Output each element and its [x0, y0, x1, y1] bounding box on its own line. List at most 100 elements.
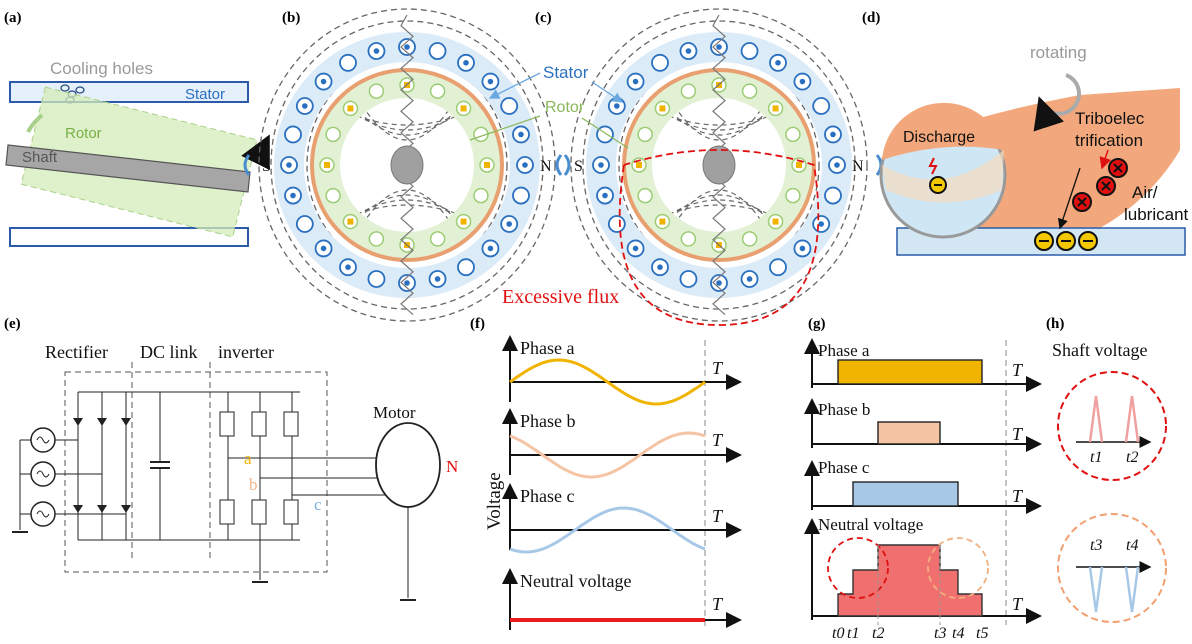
triboelectrification-label-1: Triboelec [1075, 109, 1145, 128]
phase-a-wave [509, 358, 706, 406]
stator-conductor [367, 270, 386, 288]
stator-conductor [500, 97, 519, 115]
flux-line [361, 104, 453, 141]
panel-label-g: (g) [808, 316, 826, 332]
sine-glyph-icon [36, 470, 50, 478]
rotor-conductor [429, 83, 446, 99]
discharge-label: Discharge [903, 129, 975, 146]
stator-conductor-dot [320, 78, 327, 85]
g-t-label-3: T [1012, 486, 1024, 506]
stator-conductor-dot [404, 280, 410, 286]
g-tick-t2: t2 [872, 625, 884, 642]
stator-conductor [339, 53, 357, 72]
pole-n-label: N [852, 158, 864, 175]
stator-conductor [651, 53, 669, 72]
stator-conductor-dot [614, 103, 620, 109]
stator-conductor [824, 186, 842, 205]
stator-pointer-left [488, 72, 541, 99]
stator-conductor [812, 97, 831, 115]
panel-label-c: (c) [535, 10, 552, 26]
g-phase-b-label: Phase b [818, 400, 870, 419]
diode-icon [73, 505, 83, 513]
shaft-voltage-circle-top [1057, 371, 1167, 481]
rotor-conductor-mark [659, 105, 666, 112]
stator-conductor-dot [685, 48, 692, 54]
rotating-arrow-icon [1033, 73, 1081, 132]
rotor-conductor [785, 126, 801, 143]
rotor-tilt-arrow [26, 113, 44, 133]
stator-conductor [295, 215, 314, 233]
flux-line [663, 104, 775, 136]
cooling-holes-label: Cooling holes [50, 59, 153, 78]
stator-conductor-dot [290, 192, 296, 199]
rotor-conductor-mark [796, 162, 802, 168]
stator-conductor-dot [487, 245, 494, 252]
stator-label: Stator [185, 86, 225, 103]
igbt-icon [251, 411, 267, 437]
stator-conductor-dot [404, 44, 410, 50]
igbt-icon [251, 499, 267, 525]
pole-s-label: S [574, 158, 583, 175]
shaft-hub [702, 145, 736, 185]
g-neutral-label: Neutral voltage [818, 515, 923, 534]
g-highlight-rising [827, 537, 889, 599]
panel-label-d: (d) [862, 10, 880, 26]
g-phase-c-label: Phase c [818, 458, 870, 477]
rotor-conductor-mark [772, 105, 779, 112]
rotor-callout-label: Rotor [545, 99, 585, 116]
excessive-flux-label: Excessive flux [502, 286, 619, 308]
magnifier-rotor-area [882, 102, 1004, 160]
sine-glyph-icon [36, 510, 50, 518]
shaft-label: Shaft [22, 149, 58, 166]
h-time-ticks: t1 t2 t3 t4 [1090, 449, 1138, 554]
magnifier-lubricant-area [882, 150, 1004, 203]
stator-conductor-dot [345, 264, 351, 270]
panel-label-a: (a) [4, 10, 22, 26]
h-bottom-pulse-1 [1088, 566, 1104, 613]
stator-conductor-dot [799, 78, 806, 85]
stator-conductor [457, 258, 475, 277]
stator-conductor-dot [518, 131, 524, 138]
stator-conductor-dot [775, 60, 781, 66]
stator-conductor-dot [434, 276, 441, 282]
phase-b-pulse [877, 421, 941, 445]
stator-conductor [512, 186, 530, 205]
rotor-conductor [637, 187, 653, 204]
panel-label-e: (e) [4, 316, 21, 332]
cross-sign-icon [1113, 163, 1123, 173]
air-label-1: Air/ [1132, 183, 1158, 202]
diode-icon [97, 418, 107, 426]
rotor-conductor [741, 83, 758, 99]
rotor-conductor-mark [324, 162, 330, 168]
sine-glyph-icon [36, 436, 50, 444]
igbt-icon [219, 411, 235, 437]
stator-conductor [679, 270, 698, 288]
panel-label-h: (h) [1046, 316, 1064, 332]
rotor-conductor-mark [636, 162, 642, 168]
rotor-conductor [368, 83, 385, 99]
terminal-b-label: b [249, 475, 258, 494]
h-bottom-pulse-2 [1124, 566, 1140, 613]
stator-conductor-dot [799, 245, 806, 252]
stator-conductor-dot [506, 221, 512, 227]
rotor-conductor [741, 231, 758, 247]
phase-a-pulse [837, 359, 983, 385]
panel-g-pwm: Phase a Phase b Phase c Neutral voltage … [804, 338, 1042, 642]
f-t-label-2: T [712, 430, 724, 450]
stator-conductor-dot [463, 60, 469, 66]
panel-label-f: (f) [470, 316, 485, 332]
motor-label: Motor [373, 403, 416, 422]
g-tick-t0: t0 [832, 625, 844, 642]
h-top-pulse-1 [1088, 395, 1104, 443]
rotor-ring [310, 68, 504, 262]
stator-conductor [428, 42, 447, 60]
stator-conductor-dot [302, 103, 308, 109]
g-time-ticks: t0 t1 t2 t3 t4 t5 [832, 625, 988, 642]
flux-line [361, 189, 453, 226]
f-t-label-4: T [712, 594, 724, 614]
diode-icon [121, 418, 131, 426]
g-tick-t4: t4 [952, 625, 964, 642]
stator-callout-label: Stator [543, 63, 589, 82]
